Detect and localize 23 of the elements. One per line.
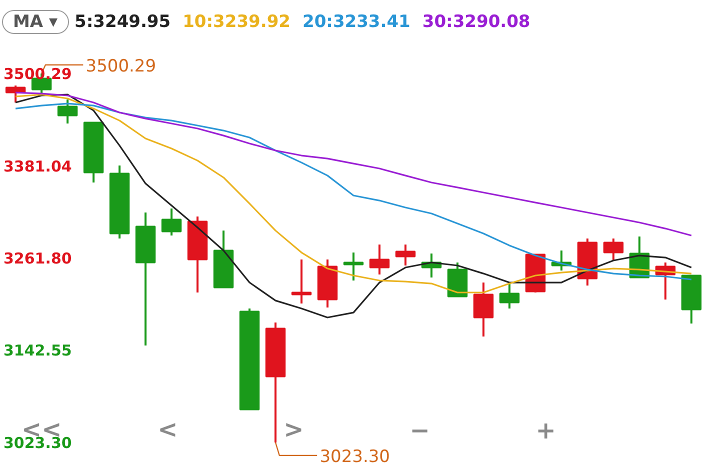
- candlestick: [161, 208, 182, 236]
- text: 30:3290.08: [422, 12, 530, 32]
- legend-title: MA ▾: [2, 10, 69, 34]
- candlestick: [395, 244, 416, 267]
- candlestick: [473, 282, 494, 338]
- y-tick-label: 3261.80: [4, 250, 72, 268]
- y-tick-label: 3381.04: [4, 157, 72, 176]
- text: 5:3249.95: [74, 12, 171, 32]
- candlestick: [499, 282, 520, 310]
- candlestick: [369, 244, 390, 276]
- text: 20:3233.41: [302, 12, 410, 32]
- candlestick: [343, 252, 364, 282]
- annotation: +: [536, 416, 556, 444]
- annotation: >: [284, 415, 304, 444]
- annotation: −: [410, 416, 430, 444]
- candlestick: [291, 258, 312, 304]
- annotation: 3023.30: [320, 446, 390, 467]
- candlestick: [603, 238, 624, 262]
- y-tick-label: 3142.55: [4, 342, 72, 360]
- text: 10:3239.92: [182, 12, 290, 32]
- candlestick: [57, 98, 78, 124]
- annotation: 3500.29: [86, 56, 156, 76]
- annotation: <: [158, 415, 178, 444]
